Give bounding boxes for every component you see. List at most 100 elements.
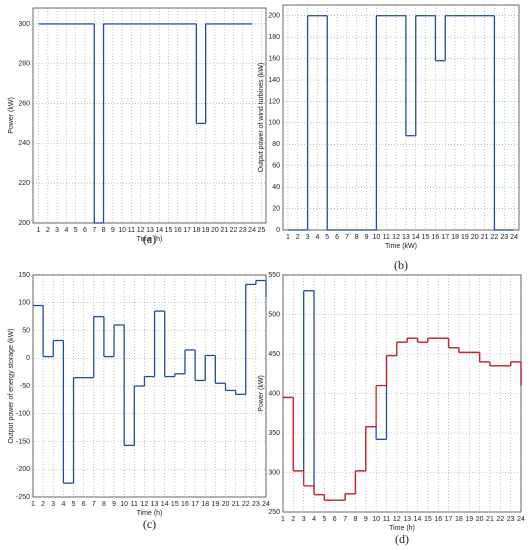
y-tick-label: 20 <box>272 205 280 212</box>
x-tick-label: 24 <box>510 234 518 241</box>
x-tick-label: 4 <box>64 227 68 234</box>
x-tick-label: 19 <box>465 516 473 523</box>
y-axis-label: Output power of wind turbines (kW) <box>258 63 265 173</box>
x-tick-label: 13 <box>403 516 411 523</box>
x-tick-label: 17 <box>183 227 191 234</box>
x-tick-label: 2 <box>296 234 300 241</box>
y-tick-label: 550 <box>268 272 280 279</box>
x-tick-label: 13 <box>151 501 159 508</box>
x-tick-label: 9 <box>112 501 116 508</box>
y-tick-label: 40 <box>272 184 280 191</box>
x-tick-label: 14 <box>155 227 163 234</box>
x-tick-label: 18 <box>201 501 209 508</box>
x-tick-label: 1 <box>286 234 290 241</box>
x-tick-label: 8 <box>355 234 359 241</box>
x-tick-label: 23 <box>252 501 260 508</box>
y-tick-label: -250 <box>16 494 30 501</box>
x-tick-label: 15 <box>424 516 432 523</box>
y-tick-label: 80 <box>272 141 280 148</box>
plot-frame <box>32 274 267 498</box>
x-tick-label: 8 <box>102 501 106 508</box>
x-tick-label: 2 <box>41 501 45 508</box>
x-axis-label: Time (h) <box>137 510 163 517</box>
plot-frame <box>32 7 267 224</box>
x-tick-label: 3 <box>306 234 310 241</box>
x-tick-label: 16 <box>174 227 182 234</box>
x-tick-label: 16 <box>434 516 442 523</box>
x-tick-label: 1 <box>281 516 285 523</box>
y-tick-label: 200 <box>268 13 280 20</box>
x-tick-label: 6 <box>83 227 87 234</box>
x-tick-label: 16 <box>181 501 189 508</box>
y-tick-label: 500 <box>268 311 280 318</box>
x-tick-label: 2 <box>291 516 295 523</box>
x-tick-label: 12 <box>141 501 149 508</box>
x-tick-label: 12 <box>137 227 145 234</box>
x-tick-label: 4 <box>315 234 319 241</box>
x-tick-label: 17 <box>445 516 453 523</box>
y-tick-label: -200 <box>16 466 30 473</box>
x-tick-label: 20 <box>211 227 219 234</box>
x-tick-label: 15 <box>422 234 430 241</box>
y-axis-label: Output power of energy storage (kW) <box>8 328 15 443</box>
x-tick-label: 6 <box>333 516 337 523</box>
x-tick-label: 22 <box>496 516 504 523</box>
x-tick-label: 3 <box>55 227 59 234</box>
y-axis-label: Power (kW) <box>258 375 265 412</box>
y-tick-label: 220 <box>18 180 30 187</box>
x-tick-label: 21 <box>232 501 240 508</box>
y-tick-label: -50 <box>20 383 30 390</box>
x-tick-label: 22 <box>242 501 250 508</box>
x-tick-label: 9 <box>111 227 115 234</box>
caption: (b) <box>394 258 408 272</box>
x-tick-label: 3 <box>302 516 306 523</box>
x-tick-label: 25 <box>257 227 265 234</box>
x-tick-label: 11 <box>128 227 135 234</box>
y-tick-label: 350 <box>268 430 280 437</box>
x-tick-label: 5 <box>322 516 326 523</box>
x-tick-label: 23 <box>500 234 508 241</box>
y-tick-label: 160 <box>268 55 280 62</box>
caption: (a) <box>143 232 156 246</box>
x-tick-label: 10 <box>373 234 381 241</box>
x-tick-label: 21 <box>220 227 228 234</box>
y-axis-label: Power (kW) <box>8 97 15 134</box>
y-tick-label: 100 <box>18 300 30 307</box>
x-tick-label: 22 <box>230 227 238 234</box>
x-tick-label: 10 <box>118 227 126 234</box>
x-tick-label: 4 <box>312 516 316 523</box>
x-tick-label: 5 <box>74 227 78 234</box>
y-tick-label: 300 <box>18 21 30 28</box>
x-tick-label: 8 <box>353 516 357 523</box>
x-tick-label: 13 <box>146 227 154 234</box>
x-tick-label: 23 <box>507 516 515 523</box>
x-tick-label: 7 <box>92 227 96 234</box>
x-tick-label: 19 <box>461 234 469 241</box>
y-tick-label: 140 <box>268 77 280 84</box>
x-tick-label: 1 <box>37 227 41 234</box>
x-tick-label: 1 <box>31 501 35 508</box>
x-tick-label: 6 <box>82 501 86 508</box>
x-tick-label: 7 <box>345 234 349 241</box>
x-tick-label: 8 <box>102 227 106 234</box>
x-tick-label: 13 <box>402 234 410 241</box>
x-tick-label: 16 <box>432 234 440 241</box>
x-tick-label: 7 <box>343 516 347 523</box>
y-tick-label: 200 <box>18 220 30 227</box>
x-tick-label: 24 <box>248 227 256 234</box>
x-tick-label: 12 <box>392 234 400 241</box>
y-tick-label: 150 <box>18 272 30 279</box>
x-tick-label: 20 <box>476 516 484 523</box>
x-tick-label: 12 <box>393 516 401 523</box>
x-tick-label: 9 <box>365 234 369 241</box>
x-tick-label: 22 <box>491 234 499 241</box>
y-tick-label: 50 <box>22 327 30 334</box>
x-tick-label: 14 <box>414 516 422 523</box>
x-tick-label: 19 <box>202 227 210 234</box>
x-tick-label: 10 <box>372 516 380 523</box>
x-tick-label: 15 <box>171 501 179 508</box>
y-tick-label: 250 <box>268 509 280 516</box>
y-tick-label: 180 <box>268 34 280 41</box>
y-tick-label: 400 <box>268 390 280 397</box>
